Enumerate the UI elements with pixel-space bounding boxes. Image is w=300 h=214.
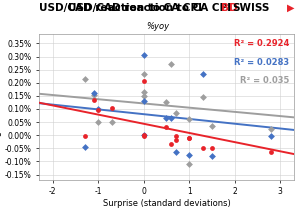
Point bbox=[173, 111, 178, 115]
Point bbox=[141, 72, 146, 75]
Point bbox=[164, 116, 169, 120]
Point bbox=[173, 139, 178, 142]
Point bbox=[141, 99, 146, 103]
Point bbox=[200, 147, 205, 150]
Point bbox=[91, 98, 96, 101]
Point bbox=[187, 162, 192, 166]
Point bbox=[187, 153, 192, 157]
Point bbox=[210, 124, 214, 128]
Point bbox=[200, 95, 205, 99]
Point bbox=[96, 107, 100, 111]
Point bbox=[169, 63, 173, 66]
Point bbox=[141, 54, 146, 57]
Point bbox=[141, 90, 146, 94]
Y-axis label: Change in USD/CAD (%): Change in USD/CAD (%) bbox=[0, 56, 2, 158]
Point bbox=[82, 77, 87, 80]
Point bbox=[169, 116, 173, 120]
Point bbox=[164, 101, 169, 104]
Point bbox=[141, 134, 146, 137]
Point bbox=[200, 72, 205, 75]
Point bbox=[110, 106, 114, 109]
Text: R² = 0.2924: R² = 0.2924 bbox=[233, 39, 289, 48]
Point bbox=[141, 134, 146, 137]
Point bbox=[210, 155, 214, 158]
Point bbox=[141, 134, 146, 137]
Point bbox=[269, 150, 274, 154]
X-axis label: Surprise (standard deviations): Surprise (standard deviations) bbox=[103, 199, 230, 208]
Point bbox=[269, 127, 274, 130]
Point bbox=[91, 92, 96, 95]
Point bbox=[173, 150, 178, 154]
Text: R² = 0.0283: R² = 0.0283 bbox=[234, 58, 289, 67]
Point bbox=[110, 120, 114, 124]
Text: BD: BD bbox=[220, 3, 237, 13]
Point bbox=[173, 135, 178, 138]
Point bbox=[169, 143, 173, 146]
Point bbox=[210, 147, 214, 150]
Point bbox=[82, 145, 87, 149]
Point bbox=[187, 136, 192, 140]
Point bbox=[187, 136, 192, 140]
Point bbox=[96, 108, 100, 112]
Point bbox=[141, 80, 146, 83]
Point bbox=[96, 120, 100, 124]
Point bbox=[91, 93, 96, 96]
Text: USD/CAD reaction to CA CPI: USD/CAD reaction to CA CPI bbox=[39, 3, 206, 13]
Text: SWISS: SWISS bbox=[232, 3, 270, 13]
Text: USD/CAD reaction to CA CPI: USD/CAD reaction to CA CPI bbox=[68, 3, 232, 13]
Text: ▶: ▶ bbox=[286, 3, 294, 13]
Point bbox=[164, 126, 169, 129]
Text: %yoy: %yoy bbox=[146, 22, 169, 31]
Point bbox=[269, 135, 274, 138]
Point bbox=[82, 134, 87, 137]
Point bbox=[141, 94, 146, 98]
Text: R² = 0.035: R² = 0.035 bbox=[239, 76, 289, 85]
Point bbox=[187, 118, 192, 121]
